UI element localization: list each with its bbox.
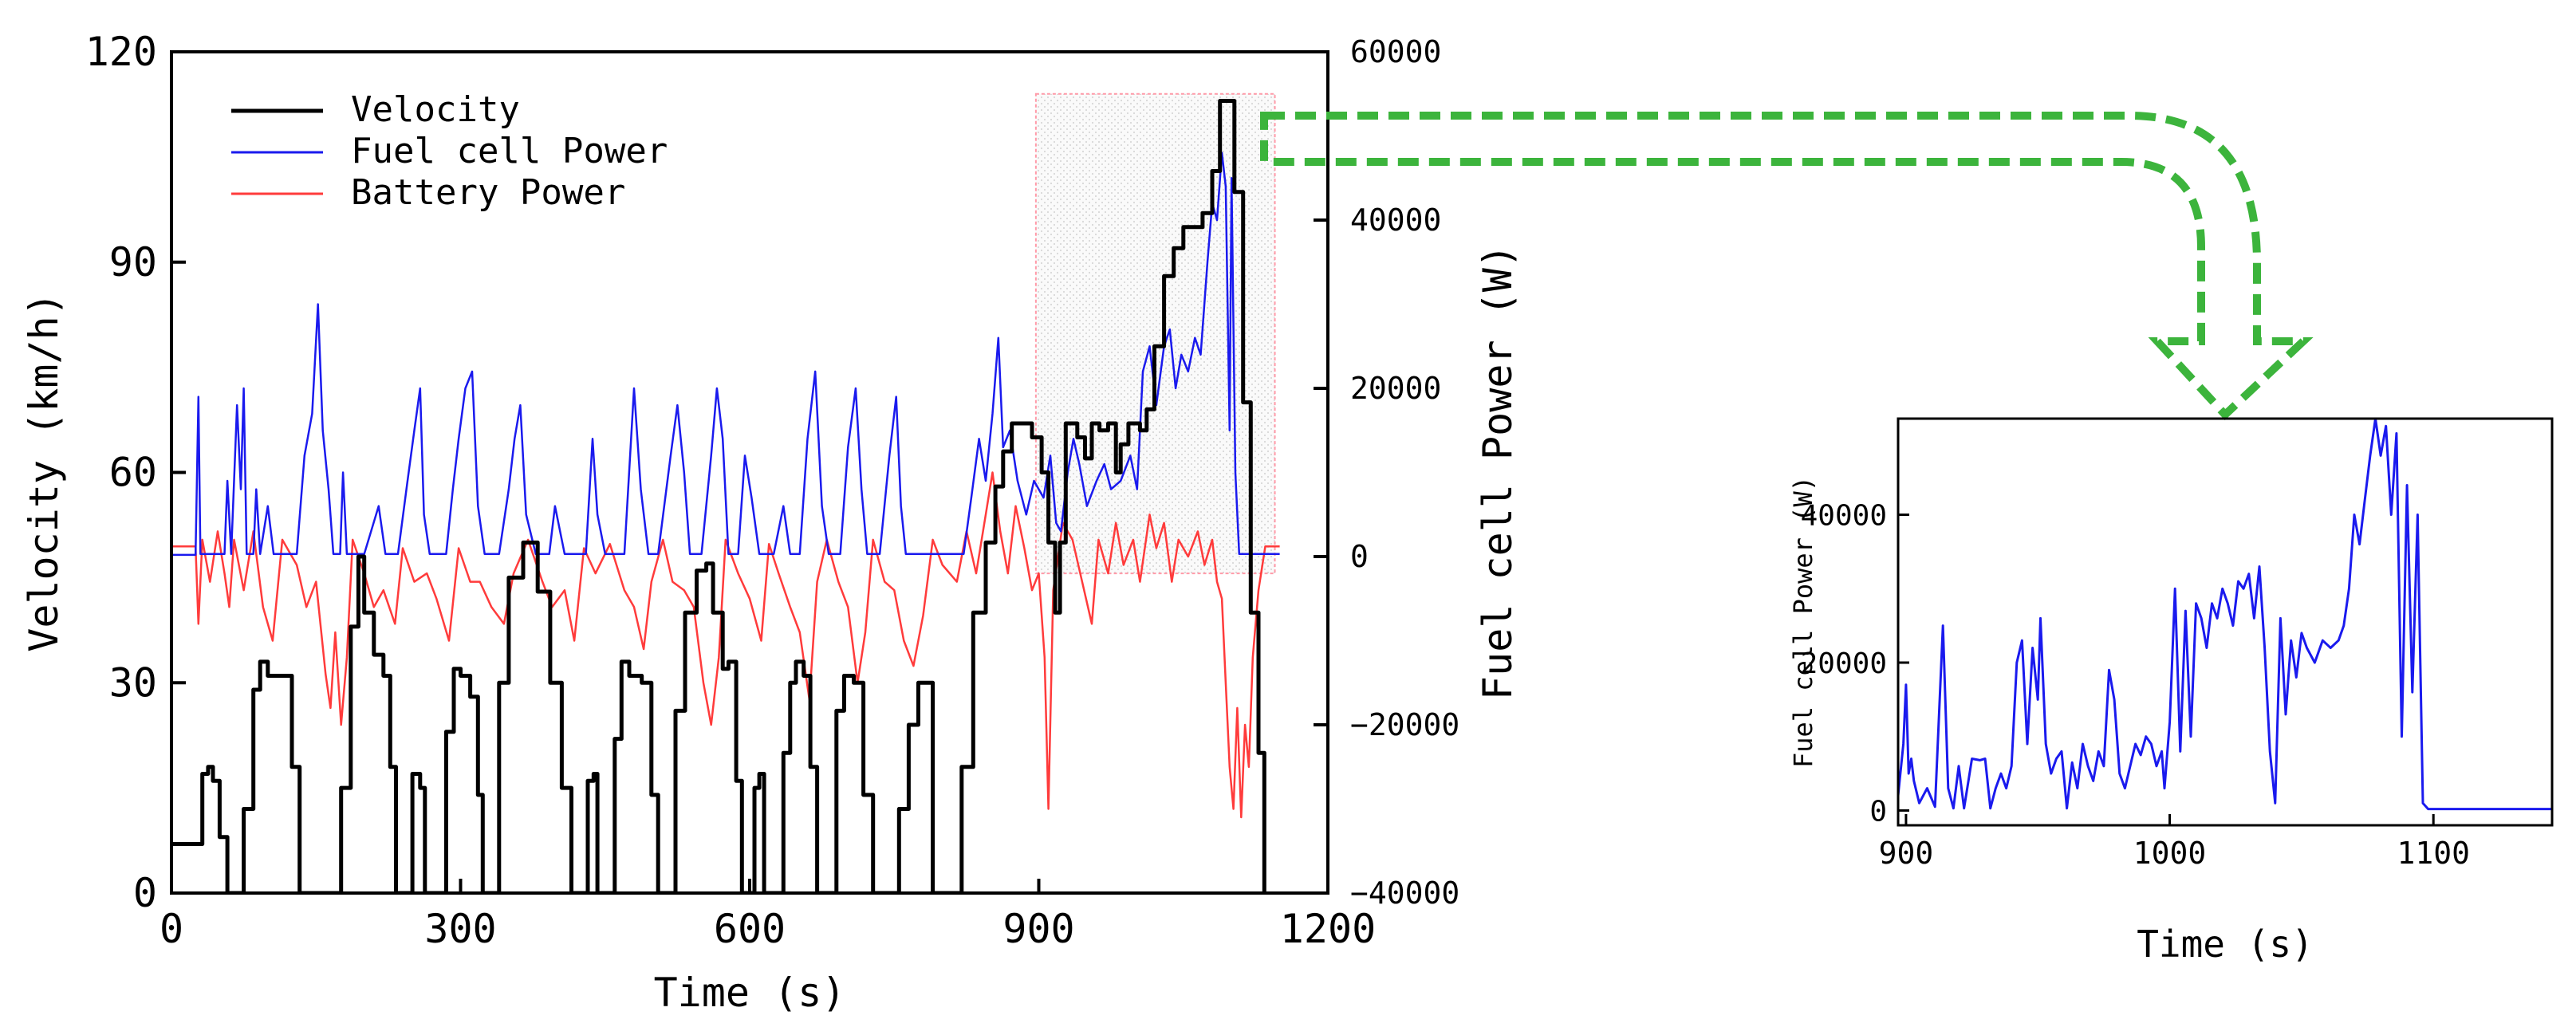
inset-y-tick-label: 0 <box>1869 795 1887 828</box>
inset-y-axis-title: Fuel cell Power (W) <box>1788 476 1818 768</box>
inset-y-tick-label: 40000 <box>1801 500 1887 533</box>
y2-tick-label: 0 <box>1350 539 1369 574</box>
x-tick-label: 0 <box>160 906 183 952</box>
inset-x-tick-label: 1000 <box>2133 836 2207 871</box>
inset-y-tick-label: 20000 <box>1801 647 1887 680</box>
y-tick-label: 60 <box>109 450 157 496</box>
y-axis-title: Velocity (km/h) <box>21 292 67 652</box>
inset-chart: 900 1000 1100 0 20000 40000 Time (s) Fuel cel… <box>1788 417 2554 966</box>
x-tick-label: 900 <box>1002 906 1074 952</box>
y-tick-label: 0 <box>133 870 157 916</box>
x-tick-label: 1200 <box>1280 906 1376 952</box>
y2-tick-label: 40000 <box>1350 203 1441 238</box>
y-tick-label: 90 <box>109 239 157 285</box>
y2-tick-label: 60000 <box>1350 34 1441 69</box>
y2-axis-title: Fuel cell Power (W) <box>1475 244 1521 700</box>
inset-series-line-fuel-cell <box>1898 419 2552 811</box>
y-tick-label: 120 <box>85 29 157 75</box>
y2-tick-label: −40000 <box>1350 876 1459 911</box>
inset-x-tick-label: 1100 <box>2397 836 2470 871</box>
x-tick-label: 600 <box>714 906 786 952</box>
inset-x-axis-title: Time (s) <box>2137 923 2314 966</box>
x-axis-title: Time (s) <box>654 970 846 1016</box>
inset-x-tick-label: 900 <box>1879 836 1934 871</box>
zoom-region-box <box>1034 92 1276 575</box>
inset-plot-frame <box>1897 417 2554 827</box>
zoom-arrow <box>1260 112 2314 421</box>
y-tick-label: 30 <box>109 659 157 706</box>
series-line-fuel-cell-power <box>171 152 1280 557</box>
legend-label-velocity: Velocity <box>351 89 520 130</box>
main-chart: 0 300 600 900 1200 0 30 60 90 120 −40000 −20000 0 200… <box>21 29 1521 1016</box>
y2-tick-label: −20000 <box>1350 707 1459 742</box>
legend-label-fuel-cell: Fuel cell Power <box>351 131 668 171</box>
y2-tick-label: 20000 <box>1350 371 1441 406</box>
series-line-velocity <box>171 99 1266 893</box>
legend: Velocity Fuel cell Power Battery Power <box>231 89 668 213</box>
legend-label-battery: Battery Power <box>351 172 625 213</box>
series-line-battery-power <box>171 471 1280 819</box>
x-tick-label: 300 <box>424 906 496 952</box>
